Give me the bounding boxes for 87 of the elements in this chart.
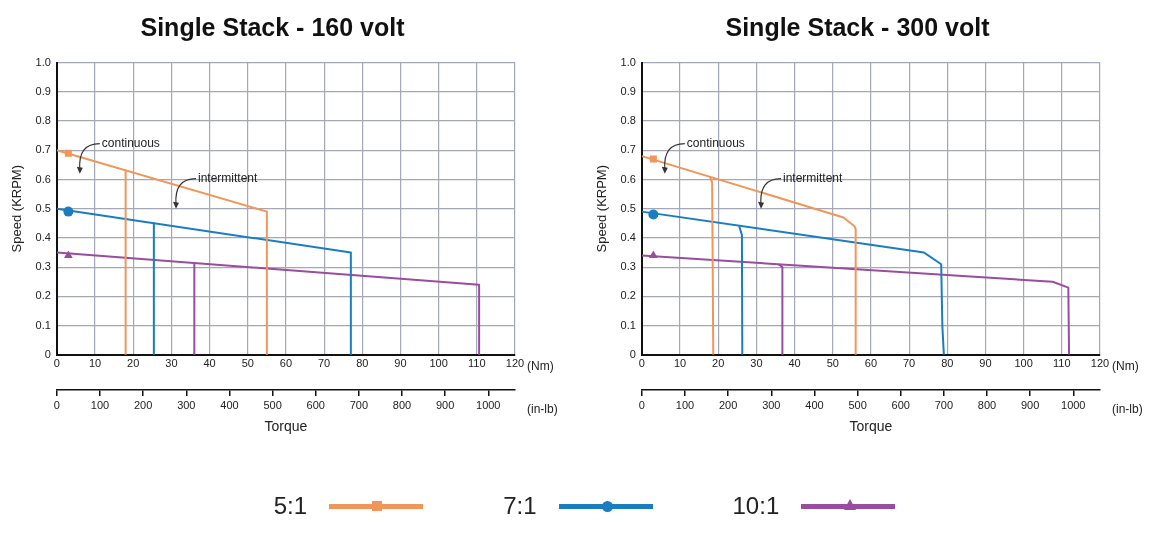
x2-tick-label: 600: [306, 398, 325, 411]
y-tick-label: 0.7: [35, 143, 51, 156]
x-tick-label: 10: [88, 357, 102, 370]
y-tick-label: 0.8: [35, 114, 51, 127]
x-tick-label: 90: [394, 357, 407, 370]
x-tick-label: 110: [468, 357, 486, 370]
y-tick-label: 0.4: [620, 230, 636, 243]
y-tick-label: 0.2: [620, 289, 636, 302]
y-tick-label: 0.1: [620, 318, 636, 331]
x-tick-label: 110: [1053, 357, 1071, 370]
x-tick-label: 80: [356, 357, 369, 370]
x2-tick-label: 400: [805, 398, 824, 411]
x-axis-title: Torque: [264, 418, 308, 435]
x-tick-label: 30: [165, 357, 178, 370]
x-tick-label: 100: [1014, 357, 1033, 370]
y-tick-label: 0.6: [620, 172, 636, 185]
x-tick-label: 120: [1090, 357, 1110, 370]
x2-tick-label: 700: [934, 398, 954, 411]
x-axis-title: Torque: [849, 418, 893, 435]
text: (Nm): [527, 359, 554, 374]
x-tick-label: 70: [903, 357, 916, 370]
x-tick-label: 70: [318, 357, 331, 370]
x-tick-label: 40: [203, 357, 216, 370]
y-tick-label: 0: [44, 347, 51, 360]
legend-label: 10:1: [732, 492, 780, 520]
chart-title: Single Stack - 160 volt: [139, 12, 406, 43]
x2-tick-label: 500: [848, 398, 867, 411]
x2-tick-label: 700: [349, 398, 369, 411]
y-tick-label: 0.2: [35, 289, 51, 302]
x-tick-label: 80: [941, 357, 954, 370]
annotation: intermittent: [198, 171, 259, 186]
legend-label: 7:1: [503, 492, 537, 520]
x-tick-label: 0: [638, 357, 645, 370]
x-tick-label: 100: [429, 357, 448, 370]
x-tick-label: 30: [750, 357, 763, 370]
text: (Nm): [1112, 359, 1139, 374]
x2-tick-label: 100: [675, 398, 695, 411]
x2-tick-label: 1000: [476, 398, 501, 411]
x2-tick-label: 300: [762, 398, 781, 411]
x-tick-label: 50: [826, 357, 839, 370]
x-tick-label: 40: [788, 357, 801, 370]
y-tick-label: 0.3: [620, 260, 636, 273]
text: (in-lb): [527, 402, 558, 417]
x-tick-label: 20: [127, 357, 140, 370]
y-axis-title: Speed (KRPM): [9, 164, 25, 253]
x2-tick-label: 100: [90, 398, 110, 411]
y-tick-label: 0.1: [35, 318, 51, 331]
x2-tick-label: 0: [53, 398, 60, 411]
x2-tick-label: 900: [1020, 398, 1040, 411]
x2-tick-label: 900: [435, 398, 455, 411]
x-tick-label: 50: [241, 357, 254, 370]
x2-tick-label: 500: [263, 398, 282, 411]
x2-tick-label: 800: [977, 398, 997, 411]
x-tick-label: 120: [505, 357, 525, 370]
x2-tick-label: 1000: [1061, 398, 1086, 411]
y-tick-label: 0.3: [35, 260, 51, 273]
x2-tick-label: 200: [718, 398, 738, 411]
annotation: intermittent: [783, 171, 844, 186]
y-tick-label: 0.9: [35, 84, 51, 97]
y-tick-label: 0.5: [620, 201, 636, 214]
y-axis-title: Speed (KRPM): [594, 164, 610, 253]
x2-tick-label: 600: [891, 398, 910, 411]
x2-tick-label: 0: [638, 398, 645, 411]
y-tick-label: 1.0: [35, 55, 51, 68]
y-tick-label: 0: [629, 347, 636, 360]
x2-tick-label: 200: [133, 398, 153, 411]
chart-title: Single Stack - 300 volt: [724, 12, 991, 43]
x-tick-label: 10: [673, 357, 687, 370]
x2-tick-label: 800: [392, 398, 412, 411]
text: (in-lb): [1112, 402, 1143, 417]
annotation: continuous: [686, 135, 745, 150]
x-tick-label: 60: [279, 357, 293, 370]
y-tick-label: 0.4: [35, 230, 51, 243]
legend-label: 5:1: [273, 492, 308, 520]
annotation: continuous: [101, 135, 160, 150]
y-tick-label: 0.5: [35, 201, 51, 214]
x-tick-label: 20: [712, 357, 725, 370]
y-tick-label: 0.7: [620, 143, 636, 156]
x2-tick-label: 400: [220, 398, 239, 411]
y-tick-label: 1.0: [620, 55, 636, 68]
y-tick-label: 0.9: [620, 84, 636, 97]
x-tick-label: 90: [979, 357, 992, 370]
x2-tick-label: 300: [177, 398, 196, 411]
y-tick-label: 0.6: [35, 172, 51, 185]
y-tick-label: 0.8: [620, 114, 636, 127]
x-tick-label: 0: [53, 357, 60, 370]
x-tick-label: 60: [864, 357, 878, 370]
